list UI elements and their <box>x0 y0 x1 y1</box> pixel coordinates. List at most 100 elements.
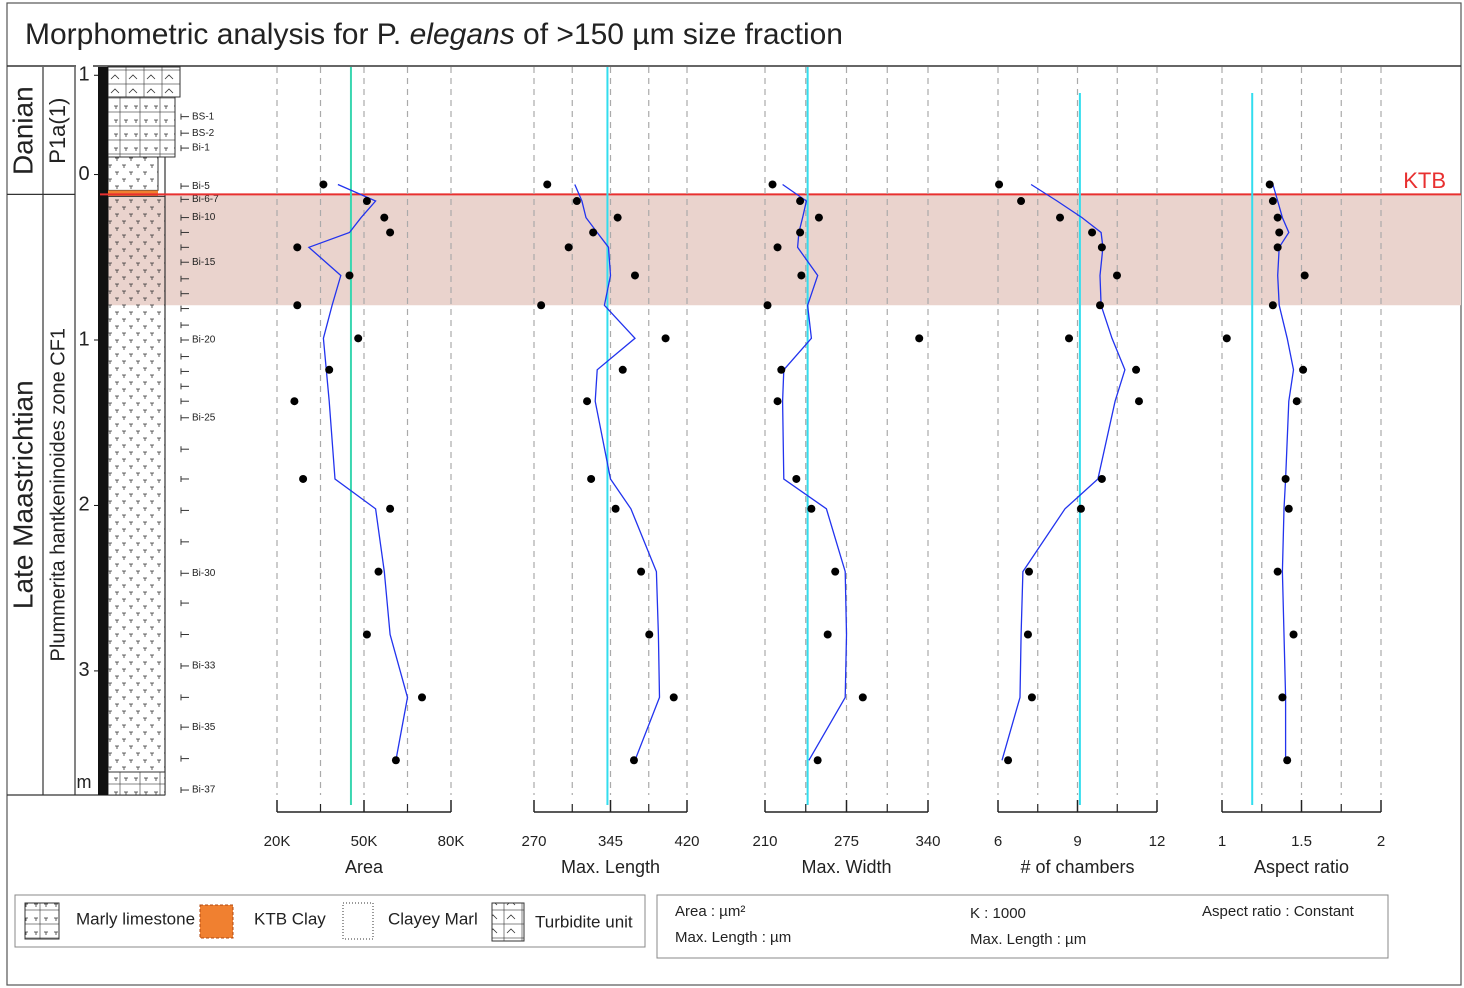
title-part: elegans <box>410 18 515 51</box>
x-axis-label: Area <box>345 857 384 877</box>
data-point <box>774 243 782 251</box>
legend-label: Turbidite unit <box>535 912 633 931</box>
data-point <box>583 397 591 405</box>
sample-label: Bi-37 <box>192 785 216 796</box>
data-point <box>1113 271 1121 279</box>
x-tick-label: 1.5 <box>1291 833 1312 850</box>
data-point <box>662 334 670 342</box>
data-point <box>1024 631 1032 639</box>
data-point <box>1282 475 1290 483</box>
x-tick-label: 275 <box>834 833 859 850</box>
data-point <box>1299 366 1307 374</box>
sample-label: Bi-5 <box>192 181 210 192</box>
sample-label: Bi-20 <box>192 335 216 346</box>
data-point <box>380 214 388 222</box>
unit-note: Aspect ratio : Constant <box>1202 903 1355 920</box>
depth-label: 2 <box>78 494 89 516</box>
sample-label: BS-2 <box>192 128 215 139</box>
data-point <box>1274 243 1282 251</box>
data-point <box>1098 475 1106 483</box>
data-point <box>1283 756 1291 764</box>
data-point <box>354 334 362 342</box>
data-point <box>814 756 822 764</box>
data-point <box>1301 271 1309 279</box>
figure: Morphometric analysis for P. elegans of … <box>0 0 1464 988</box>
unit-label: P1a(1) <box>45 98 70 164</box>
x-axis-label: # of chambers <box>1020 857 1134 877</box>
data-point <box>769 180 777 188</box>
data-point <box>797 271 805 279</box>
unit-label: Plummerita hantkeninoides zone CF1 <box>47 328 69 662</box>
data-point <box>670 693 678 701</box>
data-point <box>537 301 545 309</box>
data-point <box>831 568 839 576</box>
litho-marl <box>108 196 165 772</box>
data-point <box>1028 693 1036 701</box>
x-tick-label: 50K <box>351 833 378 850</box>
unit-note: Area : µm² <box>675 903 745 920</box>
sample-label: BS-1 <box>192 111 215 122</box>
ktb-label: KTB <box>1403 168 1446 193</box>
title: Morphometric analysis for P. elegans of … <box>25 18 843 51</box>
data-point <box>1065 334 1073 342</box>
depth-label: 1 <box>78 328 89 350</box>
x-tick-label: 6 <box>994 833 1002 850</box>
data-point <box>293 243 301 251</box>
data-point <box>363 197 371 205</box>
data-point <box>995 180 1003 188</box>
data-point <box>774 397 782 405</box>
x-tick-label: 420 <box>674 833 699 850</box>
sample-label: Bi-30 <box>192 568 216 579</box>
depth-label: 3 <box>78 659 89 681</box>
x-tick-label: 9 <box>1073 833 1081 850</box>
legend-icon <box>492 903 524 941</box>
data-point <box>796 228 804 236</box>
data-point <box>1056 214 1064 222</box>
data-point <box>1278 693 1286 701</box>
data-point <box>1132 366 1140 374</box>
data-point <box>1088 228 1096 236</box>
x-tick-label: 340 <box>915 833 940 850</box>
data-point <box>645 631 653 639</box>
data-point <box>293 301 301 309</box>
data-point <box>319 180 327 188</box>
data-point <box>630 756 638 764</box>
depth-unit: m <box>77 772 92 792</box>
data-point <box>1285 505 1293 513</box>
unit-note: Max. Length : µm <box>970 931 1086 948</box>
data-point <box>614 214 622 222</box>
data-point <box>619 366 627 374</box>
data-point <box>386 505 394 513</box>
legend-label: Marly limestone <box>76 909 195 928</box>
sample-label: Bi-33 <box>192 661 216 672</box>
data-point <box>386 228 394 236</box>
data-point <box>1293 397 1301 405</box>
data-point <box>418 693 426 701</box>
data-point <box>392 756 400 764</box>
litho-marl <box>108 157 158 190</box>
title-part: of >150 µm size fraction <box>515 18 843 51</box>
data-point <box>1098 243 1106 251</box>
x-tick-label: 1 <box>1218 833 1226 850</box>
data-point <box>290 397 298 405</box>
data-point <box>299 475 307 483</box>
x-axis-label: Max. Length <box>561 857 660 877</box>
data-point <box>1135 397 1143 405</box>
sample-label: Bi-10 <box>192 212 216 223</box>
data-point <box>796 197 804 205</box>
data-point <box>1017 197 1025 205</box>
sample-label: Bi-15 <box>192 257 216 268</box>
x-tick-label: 345 <box>598 833 623 850</box>
title-part: Morphometric analysis for P. <box>25 18 410 51</box>
x-tick-label: 20K <box>264 833 291 850</box>
x-tick-label: 2 <box>1377 833 1385 850</box>
x-tick-label: 80K <box>438 833 465 850</box>
data-point <box>824 631 832 639</box>
data-point <box>543 180 551 188</box>
data-point <box>1266 180 1274 188</box>
data-point <box>807 505 815 513</box>
depth-label: 1 <box>78 64 89 86</box>
depth-bar <box>98 67 108 795</box>
data-point <box>565 243 573 251</box>
x-tick-label: 210 <box>752 833 777 850</box>
